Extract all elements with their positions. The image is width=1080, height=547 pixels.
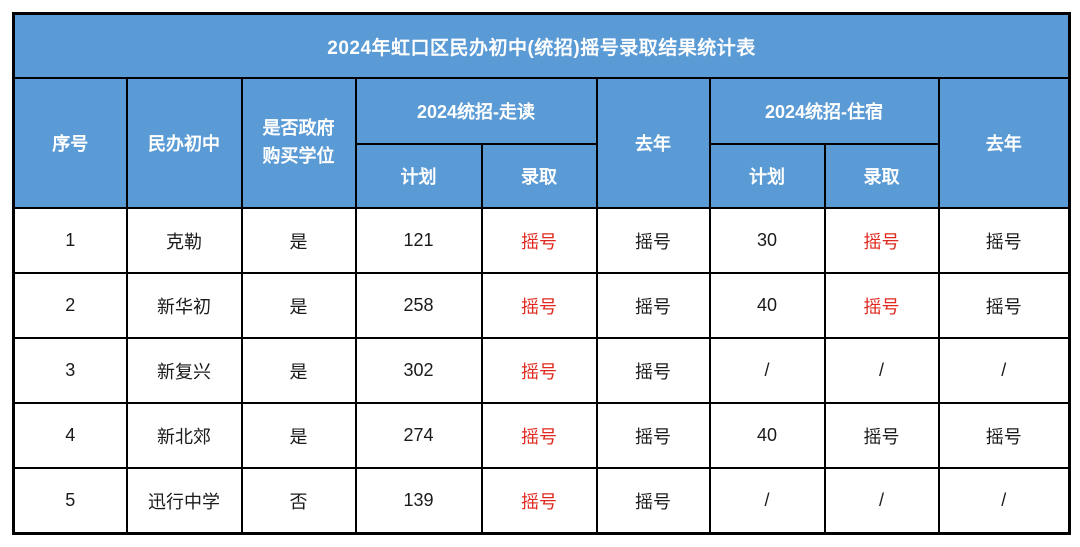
- table-row: 2 新华初 是 258 摇号 摇号 40 摇号 摇号: [12, 272, 1071, 339]
- cell-boarding-plan: 30: [708, 207, 826, 274]
- cell-seq: 5: [12, 467, 128, 535]
- cell-lastyear-boarding: 摇号: [937, 402, 1071, 469]
- header-gov-purchase: 是否政府 购买学位: [240, 77, 357, 209]
- cell-lastyear-day: 摇号: [595, 467, 711, 535]
- cell-boarding-admit: 摇号: [823, 402, 940, 469]
- header-day-admit: 录取: [480, 143, 598, 209]
- cell-lastyear-day: 摇号: [595, 402, 711, 469]
- cell-day-plan: 302: [354, 337, 483, 404]
- cell-boarding-plan: 40: [708, 402, 826, 469]
- header-school: 民办初中: [125, 77, 243, 209]
- cell-day-admit: 摇号: [480, 467, 598, 535]
- cell-boarding-admit: 摇号: [823, 207, 940, 274]
- cell-lastyear-boarding: 摇号: [937, 207, 1071, 274]
- header-day-plan: 计划: [354, 143, 483, 209]
- results-table: 2024年虹口区民办初中(统招)摇号录取结果统计表 序号 民办初中 是否政府 购…: [12, 12, 1071, 535]
- cell-day-plan: 274: [354, 402, 483, 469]
- cell-school: 新北郊: [125, 402, 243, 469]
- cell-boarding-admit: /: [823, 337, 940, 404]
- table-row: 4 新北郊 是 274 摇号 摇号 40 摇号 摇号: [12, 402, 1071, 469]
- cell-lastyear-boarding: /: [937, 337, 1071, 404]
- table-title: 2024年虹口区民办初中(统招)摇号录取结果统计表: [12, 12, 1071, 79]
- header-group-boarding: 2024统招-住宿: [708, 77, 940, 145]
- cell-day-admit: 摇号: [480, 337, 598, 404]
- table-row: 1 克勒 是 121 摇号 摇号 30 摇号 摇号: [12, 207, 1071, 274]
- table-row: 5 迅行中学 否 139 摇号 摇号 / / /: [12, 467, 1071, 535]
- cell-day-plan: 121: [354, 207, 483, 274]
- cell-day-admit: 摇号: [480, 272, 598, 339]
- cell-gov: 是: [240, 337, 357, 404]
- header-group-day: 2024统招-走读: [354, 77, 598, 145]
- cell-boarding-plan: 40: [708, 272, 826, 339]
- cell-school: 新复兴: [125, 337, 243, 404]
- cell-seq: 4: [12, 402, 128, 469]
- cell-boarding-plan: /: [708, 467, 826, 535]
- cell-lastyear-boarding: /: [937, 467, 1071, 535]
- cell-seq: 1: [12, 207, 128, 274]
- header-gov-line1: 是否政府: [262, 118, 335, 139]
- cell-gov: 是: [240, 402, 357, 469]
- cell-school: 克勒: [125, 207, 243, 274]
- header-lastyear-day: 去年: [595, 77, 711, 209]
- cell-gov: 是: [240, 207, 357, 274]
- header-row-groups: 序号 民办初中 是否政府 购买学位 2024统招-走读 去年 2024统招-住宿…: [12, 77, 1071, 209]
- header-gov-line2: 购买学位: [262, 146, 335, 166]
- cell-day-plan: 139: [354, 467, 483, 535]
- cell-lastyear-boarding: 摇号: [937, 272, 1071, 339]
- cell-seq: 3: [12, 337, 128, 404]
- cell-seq: 2: [12, 272, 128, 339]
- cell-gov: 否: [240, 467, 357, 535]
- cell-school: 迅行中学: [125, 467, 243, 535]
- cell-boarding-admit: 摇号: [823, 272, 940, 339]
- cell-day-admit: 摇号: [480, 207, 598, 274]
- cell-day-admit: 摇号: [480, 402, 598, 469]
- cell-day-plan: 258: [354, 272, 483, 339]
- table-title-row: 2024年虹口区民办初中(统招)摇号录取结果统计表: [12, 12, 1071, 79]
- header-boarding-admit: 录取: [823, 143, 940, 209]
- header-boarding-plan: 计划: [708, 143, 826, 209]
- cell-boarding-admit: /: [823, 467, 940, 535]
- header-seq: 序号: [12, 77, 128, 209]
- cell-gov: 是: [240, 272, 357, 339]
- table-row: 3 新复兴 是 302 摇号 摇号 / / /: [12, 337, 1071, 404]
- cell-school: 新华初: [125, 272, 243, 339]
- cell-lastyear-day: 摇号: [595, 272, 711, 339]
- header-row-subcolumns: 计划 录取 计划 录取: [14, 143, 1070, 209]
- cell-boarding-plan: /: [708, 337, 826, 404]
- cell-lastyear-day: 摇号: [595, 337, 711, 404]
- header-lastyear-boarding: 去年: [937, 77, 1071, 209]
- cell-lastyear-day: 摇号: [595, 207, 711, 274]
